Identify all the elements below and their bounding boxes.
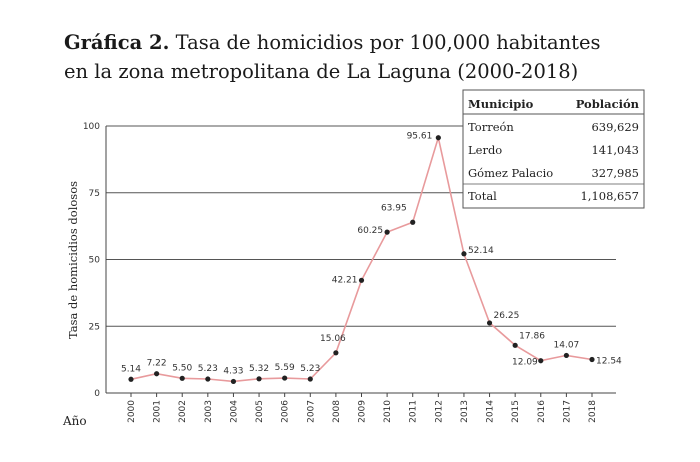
x-tick-label: 2005 (255, 400, 265, 423)
data-label: 14.07 (554, 340, 580, 350)
data-point (358, 277, 365, 283)
axes (105, 126, 616, 397)
data-label: 5.50 (172, 363, 192, 373)
data-point (384, 229, 390, 235)
x-tick-label: 2003 (204, 400, 214, 423)
data-label: 17.86 (519, 331, 545, 341)
data-point (563, 352, 569, 359)
y-tick-label: 75 (89, 189, 100, 199)
data-labels: 5.14 7.22 5.50 5.23 4.33 5.32 5.59 5.23 15.06 42.… (121, 132, 622, 377)
data-point (435, 135, 441, 141)
data-markers (128, 135, 595, 385)
chart-title-text: Tasa de homicidios por 100,000 habitante… (64, 31, 601, 83)
data-label: 5.59 (275, 363, 295, 373)
x-tick-label: 2013 (460, 400, 470, 423)
table-cell: 639,629 (591, 120, 639, 134)
x-tick-label: 2009 (358, 400, 368, 423)
table-cell: 141,043 (591, 143, 639, 157)
data-label: 5.14 (121, 364, 141, 374)
data-label: 60.25 (357, 226, 383, 236)
data-label: 42.21 (332, 275, 358, 285)
data-point (179, 375, 185, 381)
x-tick-labels: 2000 2001 2002 2003 2004 2005 2006 2007 2008 2009… (127, 400, 598, 423)
table-header-municipio: Municipio (468, 97, 534, 111)
x-tick-label: 2015 (511, 400, 521, 423)
chart-title: Gráfica 2. Tasa de homicidios por 100,00… (64, 28, 624, 86)
y-axis-label: Tasa de homicidios dolosos (66, 181, 80, 339)
data-point (230, 378, 237, 385)
data-label: 5.32 (249, 364, 269, 374)
table-cell: 327,985 (591, 166, 639, 180)
data-point (154, 371, 160, 377)
data-label: 4.33 (223, 366, 243, 376)
data-point (461, 251, 467, 257)
x-tick-label: 2012 (434, 400, 444, 423)
x-tick-label: 2011 (409, 400, 419, 423)
data-point (256, 376, 262, 382)
x-axis-label: Año (62, 414, 87, 428)
data-label: 12.54 (596, 357, 622, 367)
x-tick-label: 2007 (306, 400, 316, 423)
table-cell: 1,108,657 (580, 189, 639, 203)
data-point (512, 342, 518, 348)
x-tick-label: 2000 (127, 400, 137, 423)
table-cell: Gómez Palacio (468, 166, 553, 180)
data-point (486, 320, 493, 326)
data-label: 26.25 (494, 311, 520, 321)
x-tick-label: 2018 (588, 400, 598, 423)
data-point (282, 375, 288, 381)
x-tick-label: 2017 (562, 400, 572, 423)
x-tick-label: 2016 (537, 400, 547, 423)
x-tick-label: 2010 (383, 400, 393, 423)
data-label: 5.23 (198, 364, 218, 374)
data-point (333, 350, 339, 356)
data-label: 5.23 (300, 364, 320, 374)
table-header-poblacion: Población (576, 97, 640, 111)
y-tick-labels: 0 25 50 75 100 (83, 122, 100, 399)
data-point (205, 376, 211, 382)
y-tick-label: 100 (83, 122, 100, 132)
data-label: 12.09 (512, 358, 538, 368)
data-point (538, 358, 544, 364)
y-tick-label: 50 (89, 256, 101, 266)
x-tick-label: 2001 (153, 400, 163, 423)
x-tick-label: 2014 (486, 400, 496, 423)
table-cell: Total (468, 189, 497, 203)
data-label: 15.06 (320, 334, 346, 344)
x-tick-label: 2004 (229, 400, 239, 423)
x-tick-label: 2006 (281, 400, 291, 423)
x-tick-label: 2002 (178, 400, 188, 423)
table-cell: Lerdo (468, 143, 502, 157)
y-tick-label: 25 (89, 322, 100, 332)
x-tick-label: 2008 (332, 400, 342, 423)
data-label: 95.61 (407, 132, 433, 142)
data-label: 63.95 (381, 203, 407, 213)
y-tick-label: 0 (94, 389, 100, 399)
table-cell: Torreón (468, 120, 514, 134)
data-point (589, 356, 595, 363)
data-point (307, 376, 313, 382)
data-label: 52.14 (468, 246, 494, 256)
chart-title-prefix: Gráfica 2. (64, 31, 170, 54)
data-point (128, 376, 134, 382)
data-label: 7.22 (147, 359, 167, 369)
population-table: Municipio Población Torreón 639,629 Lerd… (462, 89, 645, 209)
data-point (410, 219, 416, 225)
